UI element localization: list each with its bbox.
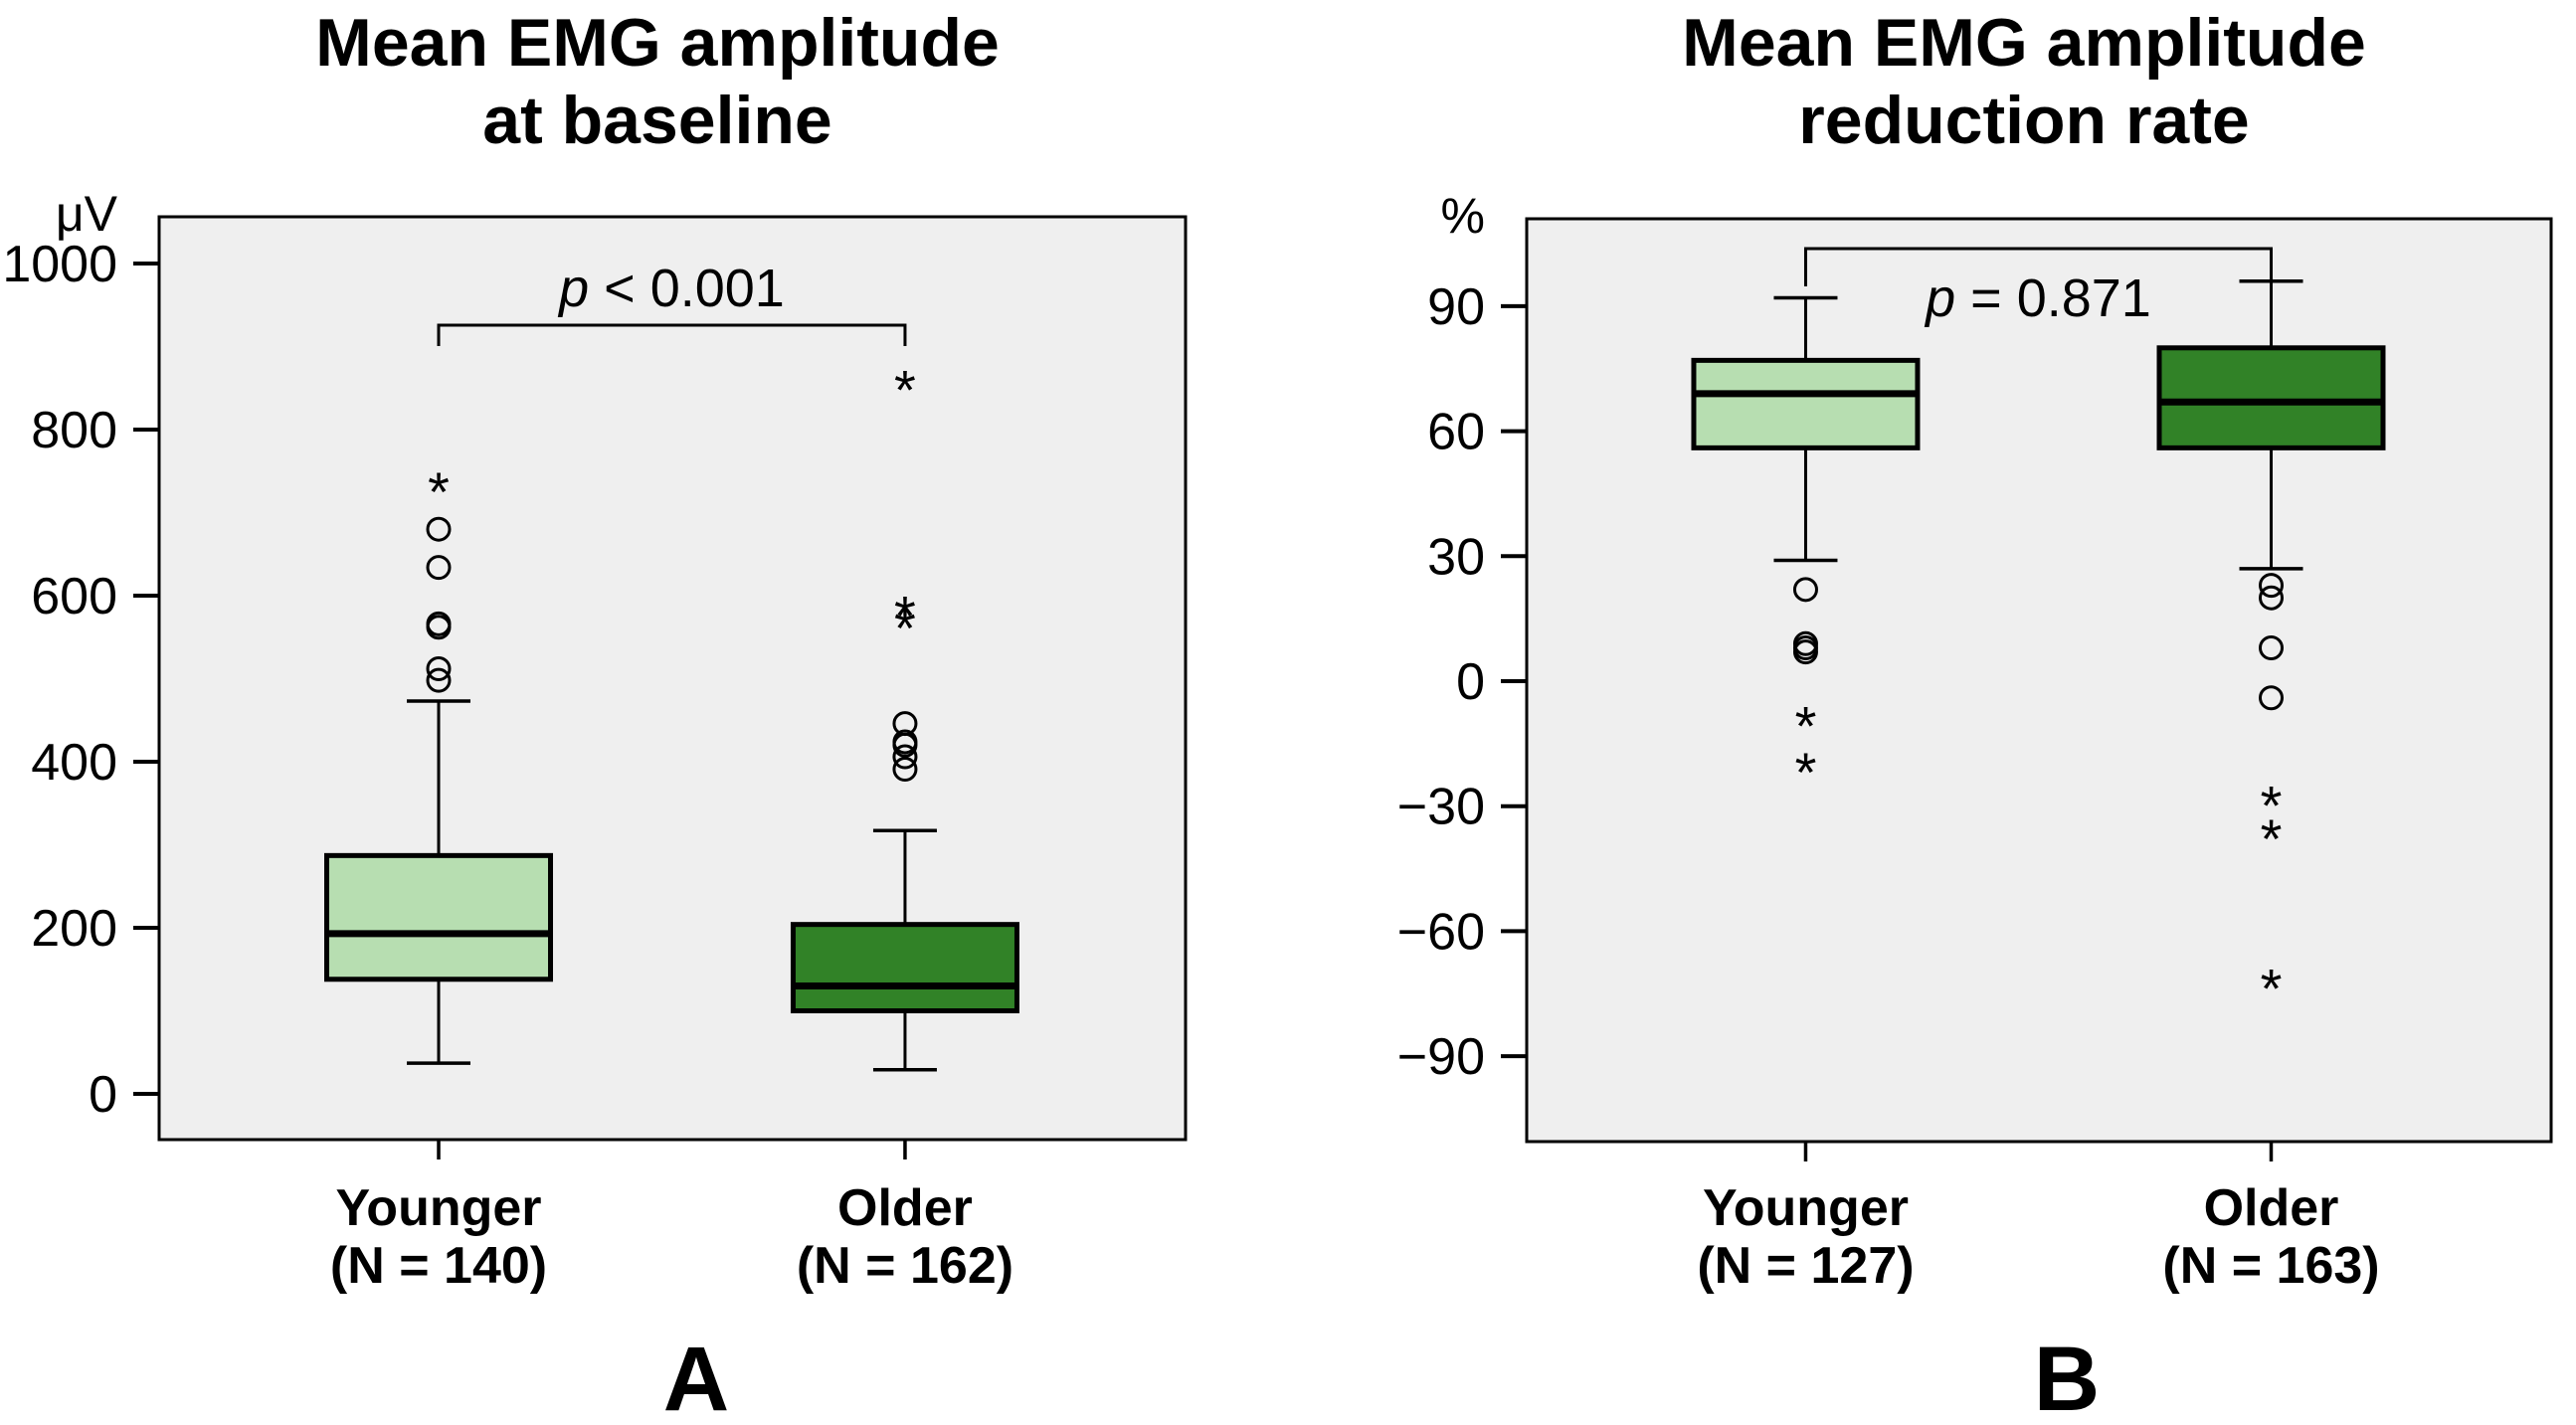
y-tick-label: 0 bbox=[89, 1066, 117, 1124]
y-tick-label: 0 bbox=[1456, 653, 1485, 711]
group-n-label: (N = 140) bbox=[330, 1237, 547, 1295]
outlier-circle bbox=[2259, 585, 2285, 611]
y-tick-label: 600 bbox=[31, 568, 117, 625]
outlier-circle bbox=[426, 555, 452, 581]
iqr-box bbox=[1691, 357, 1921, 450]
outlier-circle bbox=[892, 744, 918, 770]
outlier-extreme-star: * bbox=[894, 597, 916, 659]
group-n-label: (N = 162) bbox=[797, 1237, 1013, 1295]
outlier-extreme-star: * bbox=[428, 460, 450, 523]
iqr-box bbox=[790, 922, 1019, 1013]
y-tick-label: 90 bbox=[1427, 278, 1485, 336]
panel-letter: A bbox=[663, 1329, 729, 1425]
outlier-circle bbox=[2259, 685, 2285, 711]
panel-b-title: Mean EMG amplitude reduction rate bbox=[1682, 5, 2366, 158]
group-label: Younger bbox=[1703, 1179, 1909, 1237]
outlier-circle bbox=[892, 729, 918, 755]
outlier-circle bbox=[892, 711, 918, 737]
y-tick-label: 200 bbox=[31, 900, 117, 958]
plot-area bbox=[157, 215, 1188, 1142]
outlier-circle bbox=[1792, 577, 1818, 603]
p-value-label: p = 0.871 bbox=[1924, 268, 2151, 328]
outlier-circle bbox=[1792, 639, 1818, 665]
significance-bracket bbox=[437, 323, 907, 346]
outlier-circle bbox=[426, 655, 452, 681]
y-tick-label: −30 bbox=[1397, 779, 1485, 836]
y-tick-label: 30 bbox=[1427, 528, 1485, 586]
outlier-extreme-star: * bbox=[2261, 774, 2283, 836]
iqr-box bbox=[2156, 345, 2386, 450]
p-value-label: p < 0.001 bbox=[557, 259, 785, 318]
outlier-circle bbox=[426, 667, 452, 693]
outlier-circle bbox=[2259, 573, 2285, 599]
y-tick-label: 800 bbox=[31, 402, 117, 459]
outlier-extreme-star: * bbox=[894, 358, 916, 421]
outlier-extreme-star: * bbox=[2261, 958, 2283, 1020]
outlier-circle bbox=[426, 516, 452, 542]
outlier-extreme-star: * bbox=[2261, 807, 2283, 870]
group-n-label: (N = 127) bbox=[1697, 1237, 1914, 1295]
outlier-extreme-star: * bbox=[894, 585, 916, 647]
group-label: Younger bbox=[335, 1179, 541, 1237]
panel-letter: B bbox=[2034, 1329, 2100, 1425]
group-n-label: (N = 163) bbox=[2162, 1237, 2379, 1295]
significance-bracket bbox=[1803, 247, 2273, 286]
group-label: Older bbox=[2204, 1179, 2339, 1237]
outlier-circle bbox=[892, 757, 918, 783]
y-tick-label: 1000 bbox=[2, 236, 117, 293]
outlier-extreme-star: * bbox=[1795, 695, 1817, 758]
outlier-extreme-star: * bbox=[1795, 741, 1817, 803]
group-label: Older bbox=[837, 1179, 973, 1237]
y-axis-unit-label: μV bbox=[56, 186, 118, 242]
outlier-circle bbox=[2259, 634, 2285, 660]
iqr-box bbox=[324, 852, 554, 982]
outlier-circle bbox=[426, 611, 452, 636]
y-tick-label: −60 bbox=[1397, 903, 1485, 961]
plot-area bbox=[1525, 217, 2553, 1144]
y-tick-label: 60 bbox=[1427, 404, 1485, 461]
y-axis-unit-label: % bbox=[1441, 188, 1485, 244]
y-tick-label: −90 bbox=[1397, 1028, 1485, 1086]
y-tick-label: 400 bbox=[31, 734, 117, 792]
panel-a-title: Mean EMG amplitude at baseline bbox=[315, 5, 1000, 158]
